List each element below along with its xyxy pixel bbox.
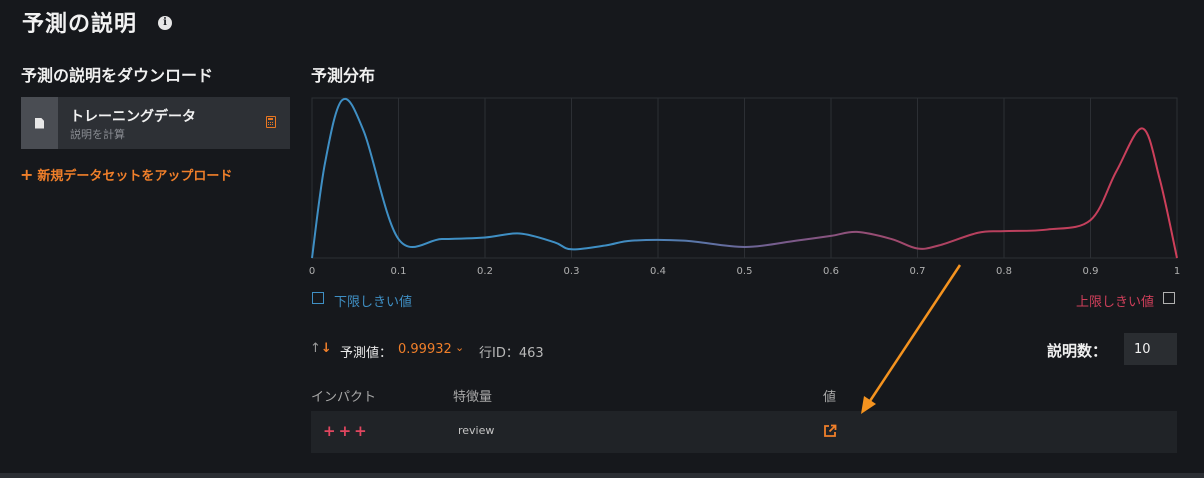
x-tick-label: 0.2 xyxy=(477,266,493,277)
dataset-card-training[interactable]: トレーニングデータ 説明を計算 xyxy=(21,97,290,149)
chart-x-ticks: 0 0.1 0.2 0.3 0.4 0.5 0.6 0.7 0.8 0.9 1 xyxy=(309,266,1180,277)
upload-dataset-link[interactable]: + 新規データセットをアップロード xyxy=(20,165,232,184)
row-id: 行ID：463 xyxy=(479,346,544,361)
explanation-count-input[interactable] xyxy=(1124,333,1177,365)
high-threshold-label[interactable]: 上限しきい値 xyxy=(1076,295,1155,310)
calculator-icon[interactable] xyxy=(266,116,276,128)
column-header-value: 値 xyxy=(823,390,837,405)
prediction-value-dropdown[interactable]: 0.99932 xyxy=(398,342,452,357)
document-icon-box xyxy=(21,97,58,149)
x-tick-label: 1 xyxy=(1174,266,1180,277)
bottom-bar xyxy=(0,473,1204,478)
distribution-curve xyxy=(311,97,1178,259)
external-link-icon[interactable] xyxy=(823,424,837,438)
dataset-subtitle: 説明を計算 xyxy=(70,128,125,141)
x-tick-label: 0.9 xyxy=(1083,266,1099,277)
x-tick-label: 0 xyxy=(309,266,315,277)
x-tick-label: 0.4 xyxy=(650,266,666,277)
explanation-count-label: 説明数： xyxy=(1047,342,1108,360)
plus-icon: + xyxy=(20,165,34,184)
chart-grid xyxy=(311,97,1178,259)
x-tick-label: 0.6 xyxy=(823,266,839,277)
x-tick-label: 0.1 xyxy=(391,266,407,277)
distribution-title: 予測分布 xyxy=(311,66,376,85)
low-threshold-checkbox[interactable] xyxy=(312,292,324,304)
dataset-name: トレーニングデータ xyxy=(70,109,196,125)
x-tick-label: 0.8 xyxy=(996,266,1012,277)
chevron-down-icon[interactable]: ⌄ xyxy=(455,341,465,354)
low-threshold-label[interactable]: 下限しきい値 xyxy=(334,295,413,310)
impact-indicator: +++ xyxy=(323,422,370,440)
table-row[interactable]: +++ review xyxy=(311,411,1177,453)
page-title: 予測の説明 xyxy=(22,12,138,37)
download-section-title: 予測の説明をダウンロード xyxy=(21,66,214,85)
column-header-impact: インパクト xyxy=(311,390,377,405)
sort-icon[interactable]: ↑↓ xyxy=(310,341,332,356)
x-tick-label: 0.7 xyxy=(910,266,926,277)
info-icon[interactable]: i xyxy=(158,16,172,30)
document-icon xyxy=(35,117,44,129)
prediction-distribution-chart[interactable]: 0 0.1 0.2 0.3 0.4 0.5 0.6 0.7 0.8 0.9 1 xyxy=(300,90,1190,280)
upload-dataset-label: 新規データセットをアップロード xyxy=(37,169,233,184)
high-threshold-checkbox[interactable] xyxy=(1163,292,1175,304)
prediction-label: 予測値： xyxy=(340,346,393,361)
column-header-feature: 特徴量 xyxy=(453,390,493,405)
x-tick-label: 0.3 xyxy=(564,266,580,277)
x-tick-label: 0.5 xyxy=(737,266,753,277)
feature-name: review xyxy=(458,424,495,437)
